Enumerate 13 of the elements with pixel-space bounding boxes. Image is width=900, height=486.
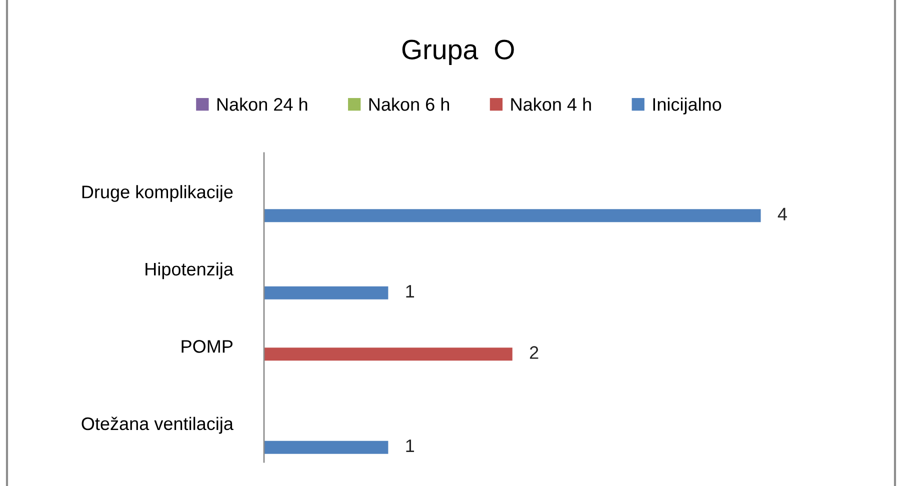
legend-label: Nakon 6 h — [369, 98, 450, 111]
y-tick-label: Hipotenzija — [146, 262, 234, 280]
legend-label: Nakon 4 h — [511, 98, 591, 111]
data-label: 1 — [406, 440, 414, 452]
y-tick-label: Druge komplikacije — [82, 185, 233, 202]
y-tick-label: Otežana ventilacija — [82, 416, 234, 434]
legend-label: Nakon 24 h — [217, 98, 308, 111]
legend-label: Inicijalno — [653, 98, 722, 114]
y-tick-label: POMP — [182, 340, 232, 353]
data-label: 4 — [778, 208, 787, 220]
data-label: 2 — [530, 346, 538, 359]
data-label: 1 — [406, 285, 414, 298]
chart-title: Grupa O — [402, 40, 514, 65]
